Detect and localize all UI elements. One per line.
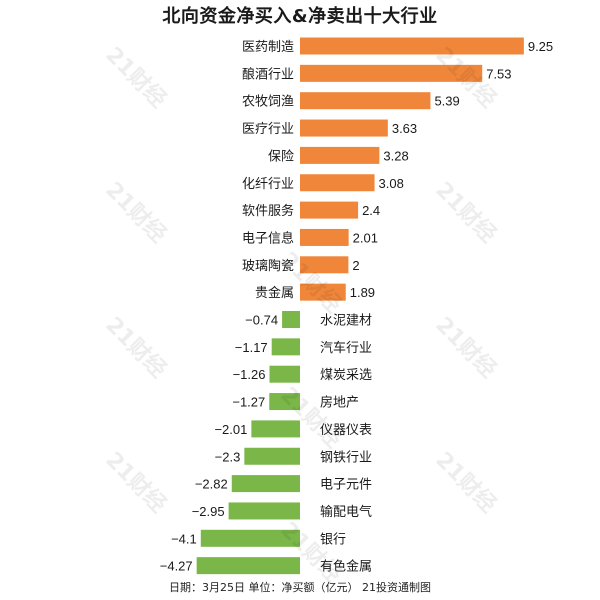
category-label: 玻璃陶瓷 [242, 258, 294, 273]
value-label: 5.39 [434, 94, 459, 109]
bar-汽车行业 [271, 338, 300, 356]
bar-保险 [300, 146, 380, 164]
value-label: 2.4 [362, 203, 380, 218]
category-label: 化纤行业 [242, 176, 294, 191]
category-label: 酿酒行业 [242, 66, 294, 81]
chart-title: 北向资金净买入&净卖出十大行业 [162, 6, 438, 27]
category-label: 输配电气 [320, 504, 372, 519]
bar-化纤行业 [300, 174, 375, 192]
value-label: 7.53 [486, 66, 511, 81]
category-label: 医药制造 [242, 39, 294, 54]
bar-医药制造 [300, 37, 524, 55]
value-label: 3.08 [379, 176, 404, 191]
category-label: 仪器仪表 [320, 422, 372, 437]
value-label: 9.25 [528, 39, 553, 54]
bar-玻璃陶瓷 [300, 256, 349, 274]
category-label: 软件服务 [242, 203, 294, 218]
bar-医疗行业 [300, 119, 388, 137]
category-label: 有色金属 [320, 559, 372, 574]
bar-房地产 [269, 393, 300, 411]
category-label: 贵金属 [255, 285, 294, 300]
value-label: −0.74 [245, 313, 278, 328]
category-label: 水泥建材 [320, 313, 372, 328]
value-label: −1.17 [235, 340, 268, 355]
bar-软件服务 [300, 201, 359, 219]
value-label: 3.63 [392, 121, 417, 136]
bar-钢铁行业 [244, 447, 300, 465]
category-label: 汽车行业 [320, 340, 372, 355]
bar-水泥建材 [282, 311, 300, 328]
category-label: 煤炭采选 [320, 367, 372, 382]
category-label: 电子信息 [242, 230, 294, 245]
category-label: 农牧饲渔 [242, 94, 294, 109]
bar-煤炭采选 [269, 365, 300, 383]
category-label: 房地产 [320, 395, 359, 410]
value-label: 1.89 [350, 285, 375, 300]
bar-银行 [200, 529, 300, 547]
value-label: −2.01 [214, 422, 247, 437]
value-label: −2.95 [192, 504, 225, 519]
bar-酿酒行业 [300, 64, 483, 82]
value-label: 3.28 [383, 148, 408, 163]
value-label: −2.82 [195, 477, 228, 492]
category-label: 医疗行业 [242, 121, 294, 136]
bar-有色金属 [196, 557, 300, 575]
value-label: −2.3 [215, 449, 241, 464]
value-label: −1.26 [233, 367, 266, 382]
bar-农牧饲渔 [300, 92, 431, 110]
category-label: 银行 [320, 531, 346, 546]
bar-电子元件 [231, 475, 300, 493]
category-label: 电子元件 [320, 477, 372, 492]
bar-仪器仪表 [251, 420, 300, 438]
chart-footer: 日期：3月25日 单位：净买额（亿元） 21投资通制图 [169, 581, 431, 594]
bar-贵金属 [300, 283, 346, 301]
bar-电子信息 [300, 228, 349, 246]
value-label: −4.27 [160, 559, 193, 574]
value-label: −1.27 [232, 395, 265, 410]
category-label: 钢铁行业 [320, 449, 372, 464]
value-label: 2 [352, 258, 359, 273]
category-label: 保险 [268, 148, 294, 163]
value-label: 2.01 [353, 230, 378, 245]
bar-输配电气 [228, 502, 300, 520]
value-label: −4.1 [171, 531, 197, 546]
